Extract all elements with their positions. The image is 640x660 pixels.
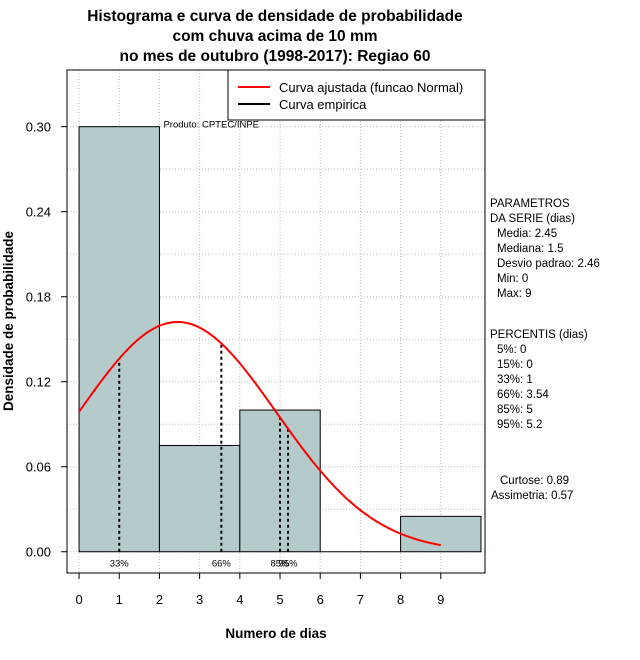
chart-title: Histograma e curva de densidade de proba… xyxy=(87,8,463,65)
parametros-line: Media: 2.45 xyxy=(497,228,557,240)
percentile-label: 66% xyxy=(212,559,232,570)
x-tick-label: 9 xyxy=(437,592,444,607)
percentis-line: 85%: 5 xyxy=(497,404,533,416)
side-panel: PARAMETROS DA SERIE (dias) Media: 2.45 Medi… xyxy=(490,198,600,502)
x-tick-label: 7 xyxy=(357,592,364,607)
histogram-bar xyxy=(78,126,160,553)
y-tick-label: 0.06 xyxy=(26,460,51,475)
percentis-line: 66%: 3.54 xyxy=(497,389,549,401)
parametros-line: DA SERIE (dias) xyxy=(490,213,575,225)
x-tick-label: 3 xyxy=(196,592,203,607)
legend-box xyxy=(227,69,486,121)
percentis-line: PERCENTIS (dias) xyxy=(490,329,588,341)
x-tick-label: 6 xyxy=(317,592,324,607)
parametros-line: Min: 0 xyxy=(497,273,528,285)
title-line: com chuva acima de 10 mm xyxy=(172,28,377,45)
histogram-bar xyxy=(400,515,482,553)
percentis-line: 5%: 0 xyxy=(497,344,526,356)
y-tick-label: 0.30 xyxy=(26,120,51,135)
x-tick-label: 2 xyxy=(156,592,163,607)
percentis-line: 33%: 1 xyxy=(497,374,533,386)
title-line: Histograma e curva de densidade de proba… xyxy=(87,8,463,25)
x-tick-label: 8 xyxy=(397,592,404,607)
percentile-label: 85% xyxy=(271,559,291,570)
parametros-line: Mediana: 1.5 xyxy=(497,243,564,255)
x-axis-label: Numero de dias xyxy=(225,626,326,641)
x-tick-label: 1 xyxy=(116,592,123,607)
legend-label: Curva empirica xyxy=(279,97,367,112)
y-axis-label: Densidade de probabilidade xyxy=(1,230,16,411)
percentis-line: 15%: 0 xyxy=(497,359,533,371)
percentis-line: 95%: 5.2 xyxy=(497,419,542,431)
axes: 0 1 2 3 4 5 6 7 8 9 0.00 0.06 0.12 0.18 0.24 0.30 xyxy=(26,120,445,607)
parametros-line: Desvio padrao: 2.46 xyxy=(497,258,600,270)
y-tick-label: 0.24 xyxy=(26,205,51,220)
normal-curve xyxy=(78,320,441,547)
x-tick-label: 5 xyxy=(276,592,283,607)
parametros-line: PARAMETROS xyxy=(490,198,570,210)
percentile-label: 33% xyxy=(110,559,130,570)
normal-curve-line xyxy=(78,320,441,547)
parametros-line: Max: 9 xyxy=(497,288,532,300)
legend: Curva ajustada (funcao Normal) Curva empi… xyxy=(227,69,486,121)
y-tick-label: 0.18 xyxy=(26,290,51,305)
histogram-bar xyxy=(158,444,241,553)
legend-label: Curva ajustada (funcao Normal) xyxy=(279,80,463,95)
x-tick-label: 4 xyxy=(236,592,243,607)
histogram-bar xyxy=(239,409,321,553)
percentile-markers: 33% 66% 85%95% xyxy=(110,343,299,570)
produto-label: Produto: CPTEC/INPE xyxy=(163,120,259,131)
percentile-label: 95% xyxy=(279,559,299,570)
histogram-bars xyxy=(78,126,482,553)
stats-line: Assimetria: 0.57 xyxy=(491,490,573,502)
stats-line: Curtose: 0.89 xyxy=(500,475,569,487)
y-tick-label: 0.12 xyxy=(26,375,51,390)
x-tick-label: 0 xyxy=(75,592,82,607)
y-tick-label: 0.00 xyxy=(26,545,51,560)
title-line: no mes de outubro (1998-2017): Regiao 60 xyxy=(120,48,431,65)
